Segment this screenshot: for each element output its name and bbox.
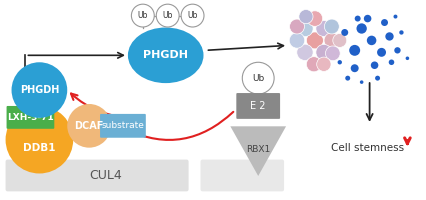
Circle shape — [131, 4, 154, 27]
Text: substrate: substrate — [101, 121, 144, 130]
Text: Cell stemness: Cell stemness — [331, 143, 404, 153]
Circle shape — [351, 64, 359, 72]
Circle shape — [389, 59, 394, 65]
Circle shape — [375, 76, 380, 81]
Text: PHGDH: PHGDH — [20, 85, 59, 95]
Circle shape — [394, 47, 400, 54]
Ellipse shape — [12, 62, 67, 118]
Circle shape — [289, 33, 305, 48]
Circle shape — [394, 15, 397, 19]
Text: PHGDH: PHGDH — [143, 50, 188, 60]
FancyBboxPatch shape — [236, 93, 280, 119]
Circle shape — [317, 57, 331, 71]
Circle shape — [364, 15, 371, 22]
Circle shape — [357, 23, 367, 34]
Text: Ub: Ub — [162, 11, 173, 20]
Ellipse shape — [128, 28, 204, 83]
Text: Ub: Ub — [187, 11, 198, 20]
Text: DCAF: DCAF — [75, 121, 104, 131]
Polygon shape — [230, 126, 286, 176]
Text: E 2: E 2 — [250, 101, 266, 111]
Text: DDB1: DDB1 — [23, 143, 56, 153]
Circle shape — [316, 44, 332, 60]
Circle shape — [360, 80, 363, 84]
Circle shape — [306, 57, 322, 72]
Circle shape — [316, 21, 332, 36]
Circle shape — [345, 76, 350, 81]
Circle shape — [297, 20, 313, 37]
Circle shape — [386, 32, 394, 41]
Circle shape — [242, 62, 274, 94]
Circle shape — [306, 32, 323, 49]
Circle shape — [324, 19, 339, 34]
Circle shape — [299, 10, 313, 24]
FancyBboxPatch shape — [6, 106, 54, 129]
Circle shape — [406, 57, 409, 60]
Circle shape — [381, 19, 388, 26]
FancyBboxPatch shape — [201, 160, 284, 191]
Circle shape — [181, 4, 204, 27]
Circle shape — [371, 61, 378, 69]
Circle shape — [156, 4, 179, 27]
Circle shape — [367, 36, 376, 45]
Circle shape — [341, 29, 348, 36]
FancyBboxPatch shape — [100, 114, 146, 138]
Text: RBX1: RBX1 — [246, 145, 271, 154]
Circle shape — [290, 19, 305, 34]
Text: Ub: Ub — [138, 11, 148, 20]
FancyBboxPatch shape — [6, 160, 189, 191]
Circle shape — [337, 60, 342, 64]
Ellipse shape — [6, 106, 73, 173]
Text: CUL4: CUL4 — [89, 169, 122, 182]
Ellipse shape — [67, 104, 111, 148]
Circle shape — [333, 33, 347, 47]
Circle shape — [297, 44, 313, 60]
Text: LXH-3-71: LXH-3-71 — [7, 113, 54, 122]
Circle shape — [349, 45, 360, 56]
Circle shape — [377, 48, 386, 57]
Circle shape — [355, 16, 361, 22]
Circle shape — [324, 33, 340, 48]
Circle shape — [307, 11, 322, 26]
Circle shape — [399, 30, 403, 35]
Circle shape — [325, 46, 340, 61]
Text: Ub: Ub — [252, 74, 265, 83]
